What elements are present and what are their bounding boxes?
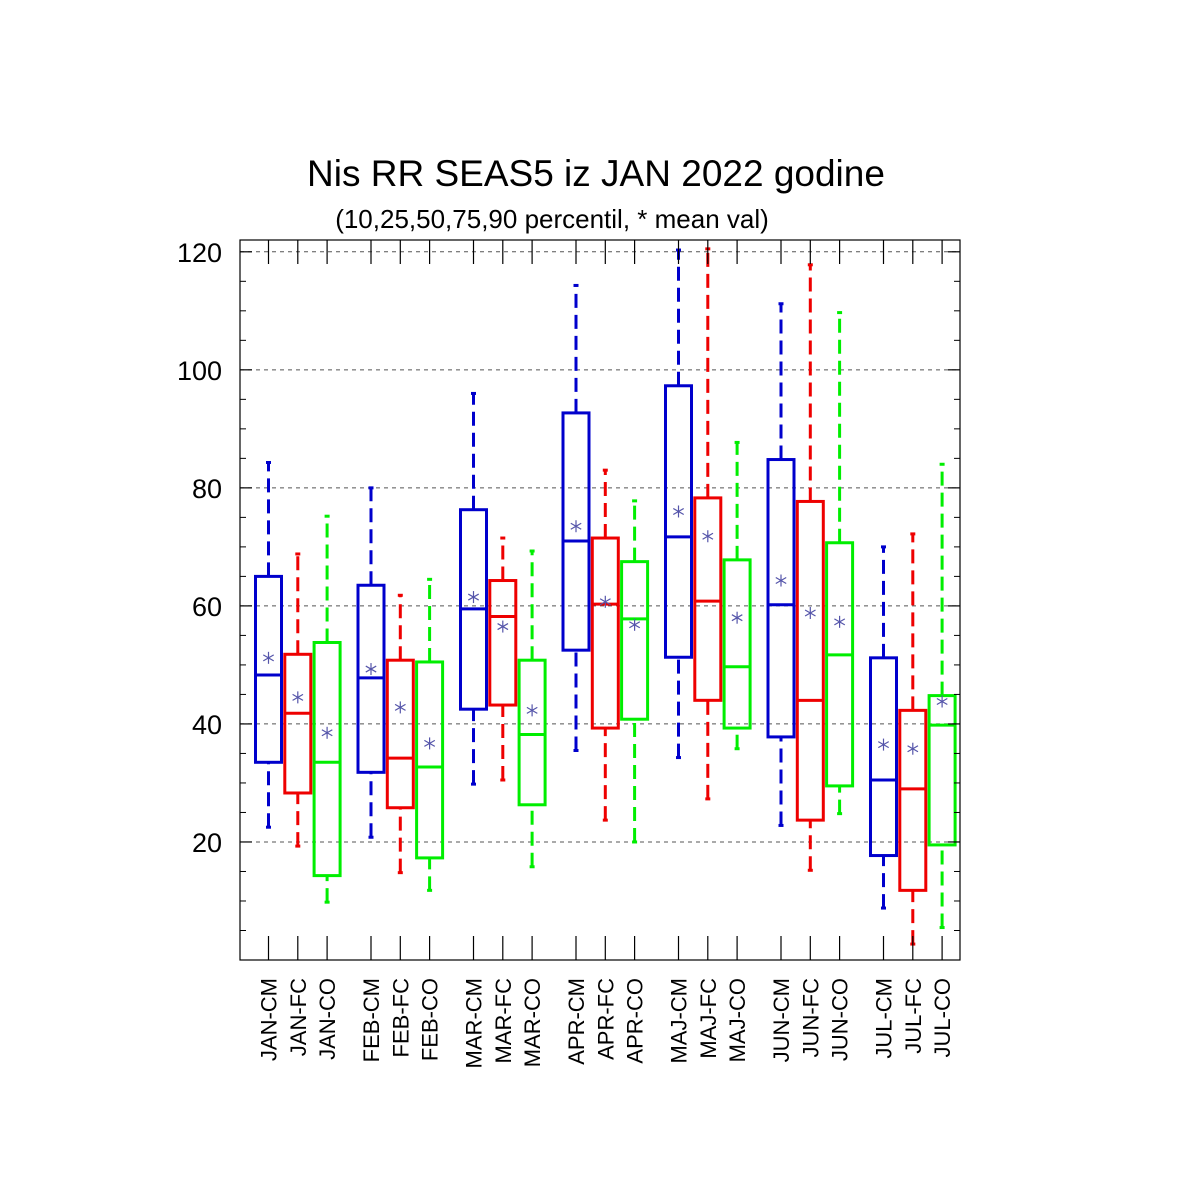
x-tick-label: APR-FC [593, 978, 618, 1060]
y-tick-label: 80 [192, 474, 222, 504]
box-jul-co [927, 462, 957, 930]
mean-marker [907, 742, 919, 755]
plot-frame [239, 239, 961, 961]
box-apr-fc [590, 468, 620, 822]
y-tick-label: 100 [177, 356, 222, 386]
mean-marker [497, 620, 509, 633]
x-tick-label: MAR-FC [491, 978, 516, 1064]
x-tick-label: APR-CM [564, 978, 589, 1065]
grid-lines [240, 251, 960, 843]
mean-marker [672, 505, 685, 518]
box-iqr [795, 499, 825, 822]
x-tick-label: FEB-FC [388, 978, 413, 1058]
box-iqr [517, 658, 547, 807]
mean-marker [321, 726, 333, 739]
box-iqr [415, 660, 445, 860]
box-iqr [590, 536, 620, 730]
box-mar-cm [459, 391, 488, 786]
x-tick-label: APR-CO [623, 978, 648, 1064]
box-iqr [722, 558, 752, 730]
mean-marker [262, 651, 275, 664]
x-tick-label: JAN-FC [286, 978, 311, 1056]
chart-subtitle: (10,25,50,75,90 percentil, * mean val) [335, 204, 769, 234]
x-tick-label: MAR-CO [520, 978, 545, 1067]
mean-marker [775, 574, 787, 587]
y-tick-label: 40 [192, 710, 222, 740]
box-apr-co [620, 499, 650, 844]
y-tick-label: 120 [177, 238, 222, 268]
box-iqr [488, 579, 518, 707]
box-iqr [385, 658, 415, 810]
box-iqr [825, 541, 855, 788]
y-tick-label: 20 [192, 828, 222, 858]
mean-marker [804, 606, 816, 619]
x-tick-label: JUL-FC [901, 978, 926, 1054]
box-jan-cm [254, 460, 283, 829]
mean-marker [292, 691, 304, 704]
box-jan-co [312, 514, 342, 904]
x-tick-label: JAN-CO [315, 978, 340, 1060]
x-tick-label: MAJ-FC [696, 978, 721, 1059]
x-tick-label: JUN-CM [769, 978, 794, 1062]
box-iqr [766, 458, 796, 739]
mean-marker [731, 611, 743, 624]
x-tick-label: FEB-CM [359, 978, 384, 1062]
box-jun-fc [795, 263, 825, 872]
mean-marker [467, 591, 480, 604]
box-plot-series [254, 247, 957, 946]
box-mar-co [517, 549, 547, 869]
box-iqr [869, 656, 898, 858]
box-iqr [254, 574, 283, 764]
box-apr-cm [561, 283, 591, 752]
box-jul-fc [898, 532, 928, 946]
x-tick-label: FEB-CO [418, 978, 443, 1061]
box-jan-fc [283, 552, 313, 848]
box-jul-cm [869, 545, 898, 910]
x-tick-label: JAN-CM [257, 978, 282, 1061]
box-maj-co [722, 440, 752, 751]
x-tick-label: MAR-CM [462, 978, 487, 1068]
box-jun-cm [766, 302, 796, 827]
mean-marker [599, 595, 611, 608]
mean-marker [877, 738, 890, 751]
box-iqr [312, 640, 342, 878]
x-tick-label: MAJ-CO [725, 978, 750, 1062]
x-tick-label: JUN-FC [798, 978, 823, 1058]
box-iqr [283, 652, 313, 795]
mean-marker [424, 737, 436, 750]
mean-marker [365, 663, 377, 676]
box-iqr [620, 560, 650, 721]
box-mar-fc [488, 536, 518, 782]
y-tick-label: 60 [192, 592, 222, 622]
x-tick-label: JUL-CO [930, 978, 955, 1057]
x-tick-label: JUL-CM [872, 978, 897, 1059]
mean-marker [526, 704, 538, 717]
box-feb-fc [385, 593, 415, 875]
box-maj-fc [693, 247, 723, 801]
box-iqr [664, 384, 693, 659]
box-iqr [898, 708, 928, 892]
mean-marker [570, 520, 582, 533]
mean-marker [834, 615, 846, 628]
box-maj-cm [664, 248, 693, 760]
x-tick-label: MAJ-CM [667, 978, 692, 1064]
box-jun-co [825, 311, 855, 816]
box-feb-co [415, 577, 445, 892]
mean-marker [629, 618, 641, 631]
box-iqr [561, 411, 591, 652]
mean-marker [394, 701, 406, 714]
box-iqr [693, 496, 723, 702]
box-iqr [927, 694, 957, 847]
box-feb-cm [356, 486, 386, 839]
mean-marker [702, 530, 714, 543]
chart-title: Nis RR SEAS5 iz JAN 2022 godine [307, 153, 885, 194]
mean-marker [936, 695, 948, 708]
x-tick-label: JUN-CO [828, 978, 853, 1061]
